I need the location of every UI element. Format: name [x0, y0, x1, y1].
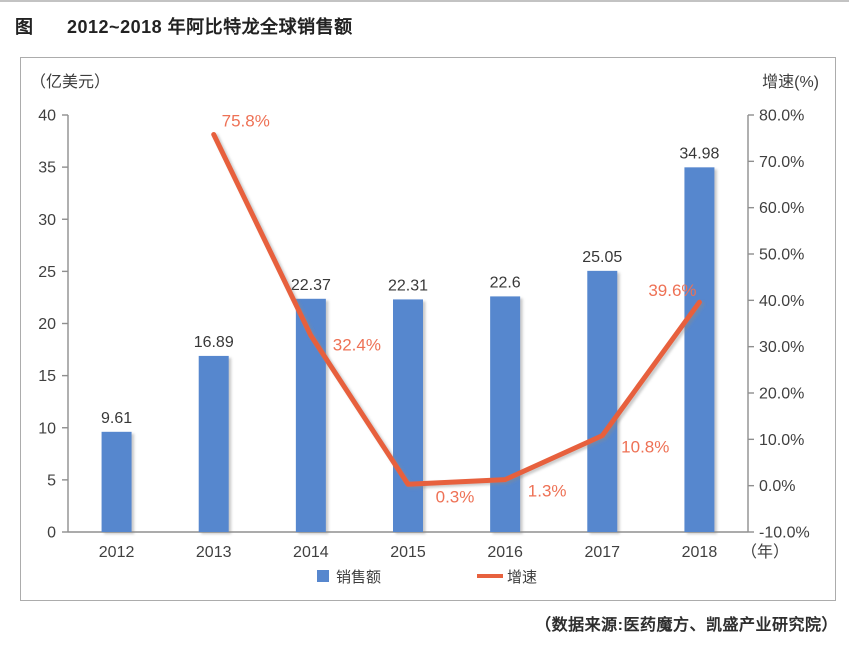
figure-title-row: 图 2012~2018 年阿比特龙全球销售额	[15, 13, 353, 39]
growth-legend-swatch	[477, 574, 503, 578]
sales-legend-swatch	[317, 570, 329, 582]
legend-item-sales: 销售额	[317, 569, 381, 586]
chart-frame	[20, 57, 836, 601]
growth-legend-label: 增速	[507, 568, 538, 586]
figure-label: 图	[15, 17, 34, 37]
left-axis-unit-label: （亿美元）	[30, 74, 111, 91]
data-source-note: （数据来源:医药魔方、凯盛产业研究院）	[535, 617, 838, 634]
top-divider	[0, 0, 849, 2]
page-title: 2012~2018 年阿比特龙全球销售额	[67, 17, 353, 37]
legend-item-growth: 增速	[477, 569, 537, 586]
sales-legend-label: 销售额	[336, 568, 382, 586]
right-axis-unit-label: 增速(%)	[762, 74, 819, 91]
